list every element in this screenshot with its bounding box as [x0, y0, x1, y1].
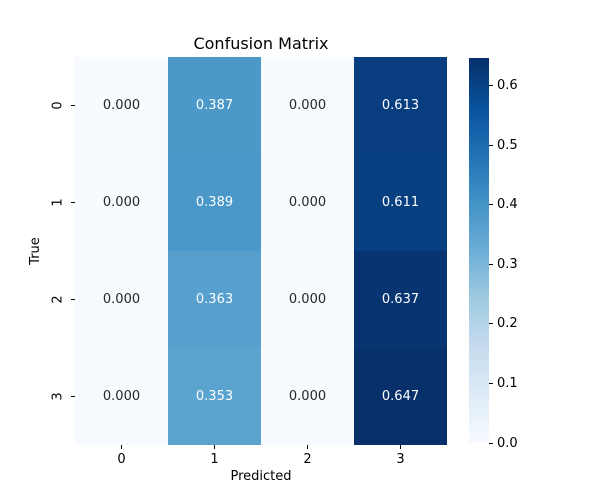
heatmap-grid: 0.000 0.387 0.000 0.613 0.000 0.389 0.000 0.611… [75, 57, 447, 445]
heatmap-cell-r3-c3: 0.647 [354, 348, 447, 445]
y-tick-label: 0 [50, 101, 66, 110]
x-tick-label: 3 [396, 452, 405, 467]
x-tick-label: 2 [303, 452, 312, 467]
colorbar-tick-label: 0.5 [497, 137, 518, 153]
colorbar-tick-mark [489, 144, 493, 146]
colorbar-tick-mark [489, 85, 493, 87]
x-tick-mark [400, 445, 401, 449]
y-tick-mark [71, 396, 75, 397]
y-tick-label: 2 [50, 295, 66, 304]
colorbar-tick-mark [489, 442, 493, 444]
heatmap-cell-r2-c0: 0.000 [75, 251, 168, 348]
x-axis-label: Predicted [230, 469, 292, 484]
y-tick-label: 3 [50, 392, 66, 401]
heatmap-cell-r0-c2: 0.000 [261, 57, 354, 154]
colorbar-tick-mark [489, 204, 493, 206]
colorbar-tick-mark [489, 382, 493, 384]
heatmap-cell-r1-c3: 0.611 [354, 154, 447, 251]
colorbar-tick-label: 0.3 [497, 256, 518, 272]
heatmap-cell-r0-c3: 0.613 [354, 57, 447, 154]
x-tick-mark [307, 445, 308, 449]
heatmap-cell-r3-c0: 0.000 [75, 348, 168, 445]
colorbar [469, 58, 489, 443]
y-tick-mark [71, 202, 75, 203]
heatmap-cell-r2-c3: 0.637 [354, 251, 447, 348]
heatmap-cell-r2-c2: 0.000 [261, 251, 354, 348]
heatmap-cell-r0-c1: 0.387 [168, 57, 261, 154]
heatmap-cell-r3-c2: 0.000 [261, 348, 354, 445]
y-axis-label: True [28, 237, 43, 265]
colorbar-tick-label: 0.1 [497, 375, 518, 391]
chart-title: Confusion Matrix [193, 34, 329, 53]
colorbar-tick-label: 0.0 [497, 435, 518, 451]
x-tick-mark [214, 445, 215, 449]
x-tick-label: 1 [210, 452, 219, 467]
y-tick-label: 1 [50, 198, 66, 207]
colorbar-tick-label: 0.6 [497, 78, 518, 94]
y-tick-mark [71, 299, 75, 300]
x-tick-label: 0 [117, 452, 126, 467]
heatmap-cell-r1-c1: 0.389 [168, 154, 261, 251]
y-tick-mark [71, 105, 75, 106]
heatmap-cell-r2-c1: 0.363 [168, 251, 261, 348]
heatmap-cell-r0-c0: 0.000 [75, 57, 168, 154]
heatmap-cell-r3-c1: 0.353 [168, 348, 261, 445]
colorbar-tick-label: 0.2 [497, 316, 518, 332]
x-tick-mark [121, 445, 122, 449]
colorbar-tick-label: 0.4 [497, 197, 518, 213]
heatmap-cell-r1-c0: 0.000 [75, 154, 168, 251]
colorbar-tick-mark [489, 323, 493, 325]
heatmap-cell-r1-c2: 0.000 [261, 154, 354, 251]
colorbar-tick-mark [489, 263, 493, 265]
